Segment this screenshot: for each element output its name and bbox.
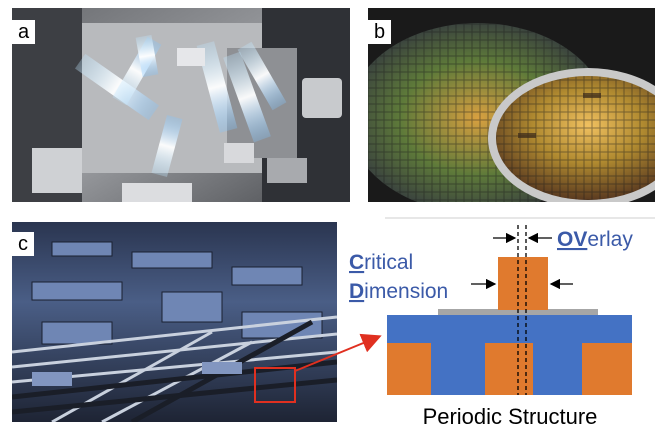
overlay-cd-schematic: OVerlay Critical Dimension Periodic Stru… (349, 217, 655, 429)
upper-grating-bar (498, 257, 548, 310)
panel-a-lithography-photo: a (12, 8, 350, 202)
overlay-label: OVerlay (557, 228, 633, 251)
dimension-label: Dimension (349, 280, 448, 303)
panel-label-a: a (12, 20, 36, 44)
panel-b-wafer-photo: b (368, 8, 655, 202)
light-beams (74, 34, 287, 178)
critical-label: Critical (349, 251, 413, 274)
silicon-wafers-illustration (368, 8, 655, 202)
panel-label-b: b (368, 20, 392, 44)
schematic-diagram: OVerlay Critical Dimension Periodic Stru… (345, 212, 655, 430)
lithography-machine-illustration (12, 8, 350, 202)
diagram-caption: Periodic Structure (423, 404, 598, 429)
lower-grating-bar (387, 343, 431, 395)
lower-grating-bar (485, 343, 533, 395)
lower-grating-bar (582, 343, 632, 395)
chip-circuitry-illustration (12, 222, 337, 422)
panel-label-c: c (12, 232, 34, 256)
panel-c-circuit-photo: c (12, 222, 337, 422)
highlight-box (254, 367, 296, 403)
